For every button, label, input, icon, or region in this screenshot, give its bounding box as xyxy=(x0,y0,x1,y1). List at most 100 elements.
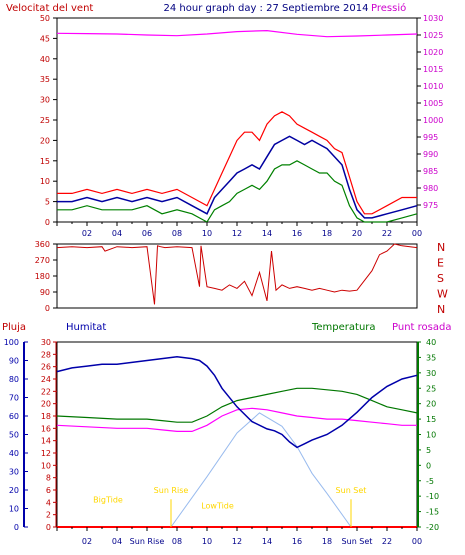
wind-y-tick-label: 40 xyxy=(40,55,50,64)
temperature-y-tick-label: -20 xyxy=(426,523,439,532)
pressure-y-tick-label: 995 xyxy=(423,133,438,142)
temperature-x-tick-label: 02 xyxy=(82,537,92,546)
temperature-y-tick-label: 15 xyxy=(426,415,436,424)
pressure-y-tick-label: 980 xyxy=(423,184,438,193)
direction-y-tick-label: 180 xyxy=(35,272,50,281)
wind-gust-series xyxy=(57,111,417,215)
wind-x-tick-label: 12 xyxy=(232,229,242,238)
rain-y-tick-label: 22 xyxy=(41,387,51,396)
direction-y-tick-label: 360 xyxy=(35,240,50,249)
direction-y-tick-label: 0 xyxy=(45,304,50,313)
temperature-y-tick-label: 0 xyxy=(426,461,431,470)
wind-y-tick-label: 15 xyxy=(40,157,50,166)
wind-average-series xyxy=(57,135,418,219)
wind-x-tick-label: 02 xyxy=(82,229,92,238)
rain-y-tick-label: 0 xyxy=(46,523,51,532)
sun-tide-annotation: Sun Rise xyxy=(154,486,189,495)
wind-x-tick-label: 10 xyxy=(202,229,212,238)
pressure-y-tick-label: 990 xyxy=(423,150,438,159)
pressure-y-tick-label: 1010 xyxy=(423,82,443,91)
compass-label: S xyxy=(437,272,444,285)
rain-y-tick-label: 8 xyxy=(46,474,51,483)
pressure-y-tick-label: 1025 xyxy=(423,31,443,40)
temperature-x-tick-label: 14 xyxy=(262,537,272,546)
temperature-series xyxy=(56,387,418,423)
temperature-x-tick-label: 10 xyxy=(202,537,212,546)
pressure-y-tick-label: 985 xyxy=(423,167,438,176)
humidity-axis-title: Humitat xyxy=(66,322,106,333)
sun-tide-annotation: LowTide xyxy=(201,502,234,511)
pressure-y-tick-label: 1030 xyxy=(423,14,443,23)
compass-label: W xyxy=(437,288,448,301)
wind-x-tick-label: 14 xyxy=(262,229,272,238)
temperature-x-tick-label: Sun Set xyxy=(342,537,373,546)
wind-x-tick-label: 16 xyxy=(292,229,302,238)
rain-y-tick-label: 26 xyxy=(41,363,51,372)
wind-speed-axis-title: Velocitat del vent xyxy=(6,3,93,14)
wind-y-tick-label: 0 xyxy=(45,218,50,227)
compass-label: N xyxy=(437,241,445,254)
direction-y-tick-label: 270 xyxy=(35,256,50,265)
humidity-y-tick-label: 50 xyxy=(9,431,19,440)
wind-y-tick-label: 50 xyxy=(40,14,50,23)
wind-x-tick-label: 20 xyxy=(352,229,362,238)
wind-y-tick-label: 25 xyxy=(40,116,50,125)
humidity-y-tick-label: 40 xyxy=(9,449,19,458)
direction-plot-frame xyxy=(56,243,418,309)
temperature-y-tick-label: 5 xyxy=(426,446,431,455)
dewpoint-series xyxy=(56,407,417,432)
rain-y-tick-label: 6 xyxy=(46,486,51,495)
temperature-x-tick-label: 00 xyxy=(412,537,422,546)
pressure-y-tick-label: 1005 xyxy=(423,99,443,108)
temperature-y-tick-label: -10 xyxy=(426,492,439,501)
compass-label: E xyxy=(437,257,444,270)
rain-y-tick-label: 2 xyxy=(46,511,51,520)
temperature-axis-title: Temperatura xyxy=(311,322,376,333)
rain-axis-title: Pluja xyxy=(2,322,26,333)
direction-y-tick-label: 90 xyxy=(40,288,50,297)
temperature-y-tick-label: 40 xyxy=(426,338,436,347)
humidity-y-tick-label: 90 xyxy=(9,357,19,366)
humidity-y-tick-label: 30 xyxy=(9,468,19,477)
wind-x-tick-label: 00 xyxy=(412,229,422,238)
rain-y-tick-label: 28 xyxy=(41,350,51,359)
rain-y-tick-label: 20 xyxy=(41,400,51,409)
humidity-series xyxy=(56,356,418,449)
rain-y-tick-label: 14 xyxy=(41,437,51,446)
temperature-y-tick-label: 35 xyxy=(426,353,436,362)
humidity-y-tick-label: 0 xyxy=(14,523,19,532)
rain-y-tick-label: 4 xyxy=(46,498,51,507)
humidity-y-tick-label: 70 xyxy=(9,394,19,403)
rain-y-tick-label: 18 xyxy=(41,412,51,421)
rain-y-tick-label: 10 xyxy=(41,461,51,470)
temperature-y-tick-label: 10 xyxy=(426,431,436,440)
wind-y-tick-label: 5 xyxy=(45,198,50,207)
wind-x-tick-label: 06 xyxy=(142,229,152,238)
wind-x-tick-label: 22 xyxy=(382,229,392,238)
rain-y-tick-label: 24 xyxy=(41,375,51,384)
humidity-y-tick-label: 60 xyxy=(9,412,19,421)
pressure-y-tick-label: 975 xyxy=(423,201,438,210)
pressure-series xyxy=(56,29,418,38)
humidity-y-tick-label: 20 xyxy=(9,486,19,495)
temperature-x-tick-label: 04 xyxy=(112,537,122,546)
sun-tide-annotation: BigTide xyxy=(93,495,123,504)
temperature-y-tick-label: -15 xyxy=(426,508,439,517)
humidity-y-tick-label: 10 xyxy=(9,505,19,514)
humidity-y-tick-label: 100 xyxy=(4,338,19,347)
wind-y-tick-label: 45 xyxy=(40,34,50,43)
pressure-y-tick-label: 1000 xyxy=(423,116,443,125)
temperature-y-tick-label: 30 xyxy=(426,369,436,378)
wind-x-tick-label: 04 xyxy=(112,229,122,238)
humidity-y-tick-label: 80 xyxy=(9,375,19,384)
temperature-x-tick-label: 08 xyxy=(172,537,182,546)
wind-x-tick-label: 08 xyxy=(172,229,182,238)
temperature-x-tick-label: Sun Rise xyxy=(130,537,165,546)
sun-tide-annotation: Sun Set xyxy=(336,486,367,495)
chart-title: 24 hour graph day : 27 Septiembre 2014 xyxy=(164,3,369,14)
temperature-x-tick-label: 22 xyxy=(382,537,392,546)
rain-y-tick-label: 16 xyxy=(41,424,51,433)
wind-direction-series xyxy=(56,243,418,305)
temperature-y-tick-label: 20 xyxy=(426,400,436,409)
